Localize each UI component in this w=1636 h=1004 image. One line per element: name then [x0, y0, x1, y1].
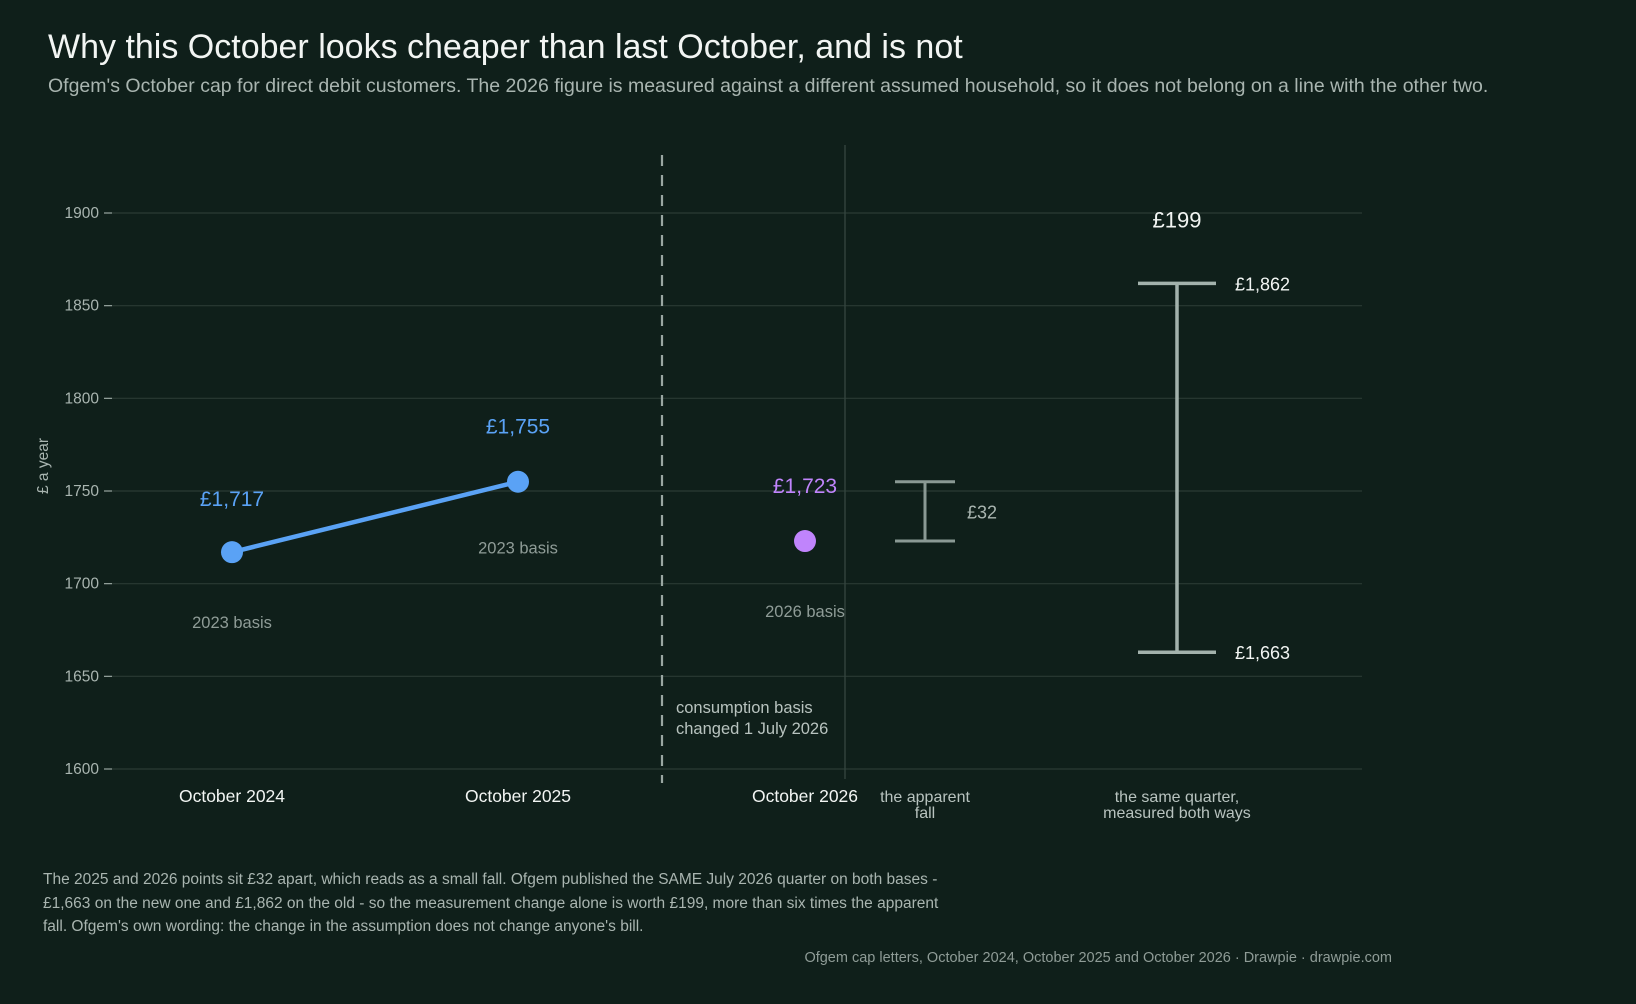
divider-annotation: consumption basis — [676, 699, 813, 717]
basis-label: 2026 basis — [765, 603, 845, 621]
same-quarter-high-label: £1,862 — [1235, 274, 1290, 294]
x-tick-label: October 2024 — [179, 786, 285, 806]
apparent-fall-label: £32 — [967, 502, 997, 522]
y-tick-label: 1800 — [65, 390, 100, 407]
basis-label: 2023 basis — [192, 614, 272, 632]
value-label: £1,717 — [200, 488, 264, 511]
chart-labels: consumption basis changed 1 July 2026 £1,7… — [179, 207, 1290, 822]
chart-subtitle: Ofgem's October cap for direct debit cus… — [48, 75, 1489, 97]
chart-canvas: 1600 1650 1700 1750 1800 1850 1900 £ a year con… — [35, 145, 1362, 822]
x-tick-label: October 2026 — [752, 786, 858, 806]
gridlines — [112, 212, 1362, 770]
y-tick-label: 1750 — [65, 483, 100, 500]
x-tick-label: the apparent — [880, 789, 970, 806]
x-tick-label: fall — [915, 805, 935, 822]
value-label: £1,723 — [773, 475, 837, 498]
data-point — [221, 541, 243, 564]
footnote: The 2025 and 2026 points sit £32 apart, … — [43, 871, 939, 935]
y-tick-label: 1900 — [65, 205, 100, 222]
source-credit: Ofgem cap letters, October 2024, October… — [804, 950, 1392, 966]
y-axis-label: £ a year — [35, 438, 52, 494]
y-tick-label: 1850 — [65, 298, 100, 315]
value-label: £1,755 — [486, 416, 550, 439]
basis-label: 2023 basis — [478, 540, 558, 558]
same-quarter-low-label: £1,663 — [1235, 643, 1290, 663]
difference-label: £199 — [1153, 207, 1202, 232]
chart-title: Why this October looks cheaper than last… — [48, 28, 963, 66]
series-line-old_basis — [229, 479, 521, 555]
x-tick-label: October 2025 — [465, 786, 571, 806]
y-axis: 1600 1650 1700 1750 1800 1850 1900 £ a year — [35, 205, 112, 778]
chart-marks — [221, 145, 1216, 783]
x-tick-label: measured both ways — [1103, 805, 1251, 822]
x-tick-label: the same quarter, — [1115, 789, 1240, 806]
y-tick-label: 1600 — [65, 761, 100, 778]
y-tick-label: 1650 — [65, 668, 100, 685]
y-tick-label: 1700 — [65, 576, 100, 593]
divider-annotation: changed 1 July 2026 — [676, 720, 828, 738]
data-point — [507, 470, 529, 493]
data-point — [794, 530, 816, 553]
